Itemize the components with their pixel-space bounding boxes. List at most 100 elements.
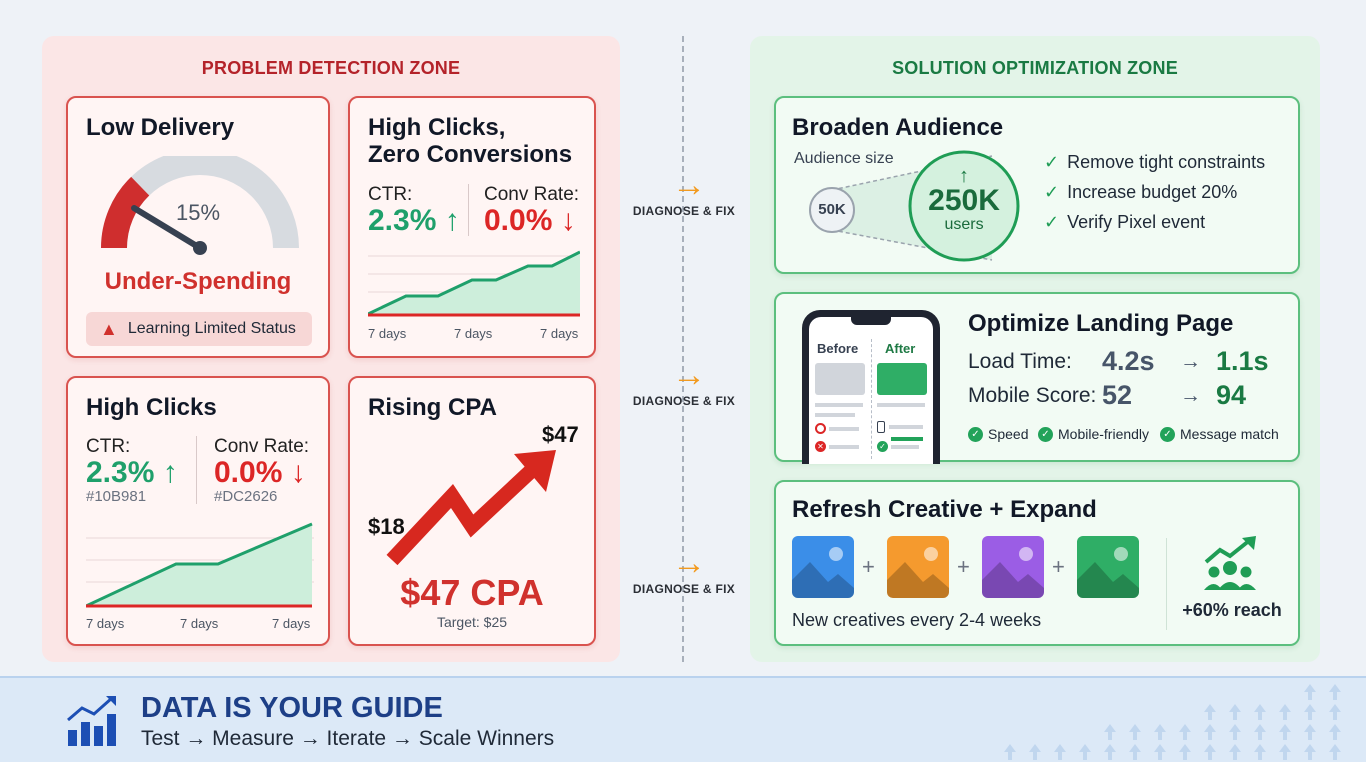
under-spending-label: Under-Spending [104, 268, 292, 295]
small-audience-value: 50K [818, 201, 846, 218]
low-delivery-card: Low Delivery 15% Under-Spending ▲ Learni… [66, 96, 330, 358]
high-clicks-title: High Clicks [86, 394, 217, 421]
load-time-before: 4.2s [1102, 346, 1155, 376]
broaden-title: Broaden Audience [792, 114, 1004, 141]
hczc-x-label-3: 7 days [540, 326, 579, 341]
rising-cpa-card: Rising CPA $47 $18 $47 CPA Target: $25 [348, 376, 596, 646]
decorative-up-arrow [1279, 744, 1291, 760]
cpa-value: $47 CPA [400, 572, 544, 613]
decorative-up-arrow [1229, 704, 1241, 720]
gauge-fill [101, 176, 150, 249]
hc-ctr-color-code: #10B981 [86, 488, 147, 505]
footer-banner: DATA IS YOUR GUIDE Test → Measure → Iter… [0, 676, 1366, 762]
check-circle-icon: ✓ [877, 441, 888, 452]
warning-icon: ▲ [100, 318, 118, 339]
decorative-up-arrow [1229, 724, 1241, 740]
hczc-x-label-1: 7 days [368, 326, 407, 341]
hczc-separator [468, 184, 469, 236]
creative-title: Refresh Creative + Expand [792, 496, 1097, 523]
banner-subtitle: Test → Measure → Iterate → Scale Winners [141, 727, 555, 750]
solution-zone-title: SOLUTION OPTIMIZATION ZONE [892, 58, 1178, 78]
cpa-start-label: $18 [368, 514, 405, 539]
hczc-title-line1: High Clicks, [368, 114, 506, 141]
arrow-right-icon: → [672, 356, 706, 394]
decorative-up-arrow [1204, 724, 1216, 740]
phone-screen: Before After ✕ ✓ [809, 317, 933, 464]
small-audience-circle [809, 187, 855, 233]
check-icon: ✓ [1038, 426, 1053, 442]
hczc-ctr-value: 2.3% ↑ [368, 204, 460, 237]
pill-mobile-friendly: ✓ Mobile-friendly [1038, 426, 1149, 442]
diagnose-fix-label-3: DIAGNOSE & FIX [632, 582, 736, 596]
hc-ctr-label: CTR: [86, 436, 131, 457]
hc-conv-label: Conv Rate: [214, 436, 310, 457]
pill-speed: ✓ Speed [968, 426, 1028, 442]
decorative-up-arrow [1204, 704, 1216, 720]
hc-separator [196, 436, 197, 504]
screen-divider [871, 339, 872, 459]
clock-icon [815, 423, 826, 434]
large-audience-unit: users [944, 216, 984, 233]
diagnose-fix-label-2: DIAGNOSE & FIX [632, 394, 736, 408]
check-icon: ✓ [1044, 182, 1060, 202]
hc-x-label-2: 7 days [180, 616, 219, 631]
decorative-up-arrow [1129, 744, 1141, 760]
decorative-up-arrow [1079, 744, 1091, 760]
warning-badge: ▲ Learning Limited Status [86, 312, 312, 346]
hczc-x-label-2: 7 days [454, 326, 493, 341]
before-label: Before [817, 341, 859, 356]
hc-x-label-3: 7 days [272, 616, 311, 631]
after-label: After [885, 341, 916, 356]
rising-cpa-title: Rising CPA [368, 394, 497, 421]
hc-x-label-1: 7 days [86, 616, 125, 631]
svg-text:↑: ↑ [959, 165, 969, 187]
decorative-up-arrow [1329, 684, 1341, 700]
decorative-up-arrow [1179, 724, 1191, 740]
decorative-up-arrow [1154, 744, 1166, 760]
audience-size-label: Audience size [794, 150, 894, 167]
decorative-up-arrow [1304, 704, 1316, 720]
large-audience-value: 250K [928, 184, 1000, 217]
check-item-1: ✓ Remove tight constraints [1044, 152, 1265, 173]
broaden-audience-card: Broaden Audience Audience size ↑ 50K 250… [774, 96, 1300, 274]
decorative-up-arrow [1104, 744, 1116, 760]
spend-gauge: 15% [101, 156, 299, 255]
check-text-2: Increase budget 20% [1067, 182, 1238, 202]
decorative-up-arrow [1304, 684, 1316, 700]
diagnose-fix-1: → DIAGNOSE & FIX [630, 168, 738, 218]
creative-image-icon [1077, 536, 1139, 598]
landing-page-card: Before After ✕ ✓ Optimize Landing Page L… [774, 292, 1300, 464]
pill-message-match-text: Message match [1180, 426, 1279, 442]
decorative-up-arrow [1304, 744, 1316, 760]
banner-title: DATA IS YOUR GUIDE [141, 692, 443, 724]
decorative-up-arrow [1104, 724, 1116, 740]
cpa-end-label: $47 [542, 422, 579, 447]
hczc-conv-label: Conv Rate: [484, 184, 580, 205]
check-item-2: ✓ Increase budget 20% [1044, 182, 1237, 203]
check-item-3: ✓ Verify Pixel event [1044, 212, 1205, 233]
landing-title: Optimize Landing Page [968, 310, 1234, 337]
hczc-title-line2: Zero Conversions [368, 141, 573, 168]
warning-text: Learning Limited Status [127, 320, 296, 337]
large-audience-circle [908, 150, 1020, 262]
creative-image-icon [792, 536, 854, 598]
mobile-icon [877, 421, 885, 433]
decorative-up-arrow [1304, 724, 1316, 740]
hc-trend-chart [86, 522, 314, 608]
hczc-ctr-label: CTR: [368, 184, 413, 205]
phone-mockup: Before After ✕ ✓ [802, 310, 940, 464]
mobile-score-label: Mobile Score: [968, 384, 1097, 407]
check-icon: ✓ [1044, 212, 1060, 232]
decorative-up-arrow [1254, 724, 1266, 740]
check-icon: ✓ [1044, 152, 1060, 172]
cpa-target: Target: $25 [436, 614, 508, 630]
after-hero [877, 363, 927, 395]
decorative-up-arrow [1254, 744, 1266, 760]
decorative-up-arrow [1154, 724, 1166, 740]
diagnose-fix-3: → DIAGNOSE & FIX [630, 546, 738, 596]
audience-expansion-graphic: ↑ [809, 150, 1020, 262]
arrow-right-icon: → [672, 166, 706, 204]
before-hero [815, 363, 865, 395]
creative-separator [1166, 538, 1167, 630]
hczc-trend-chart [368, 250, 580, 317]
